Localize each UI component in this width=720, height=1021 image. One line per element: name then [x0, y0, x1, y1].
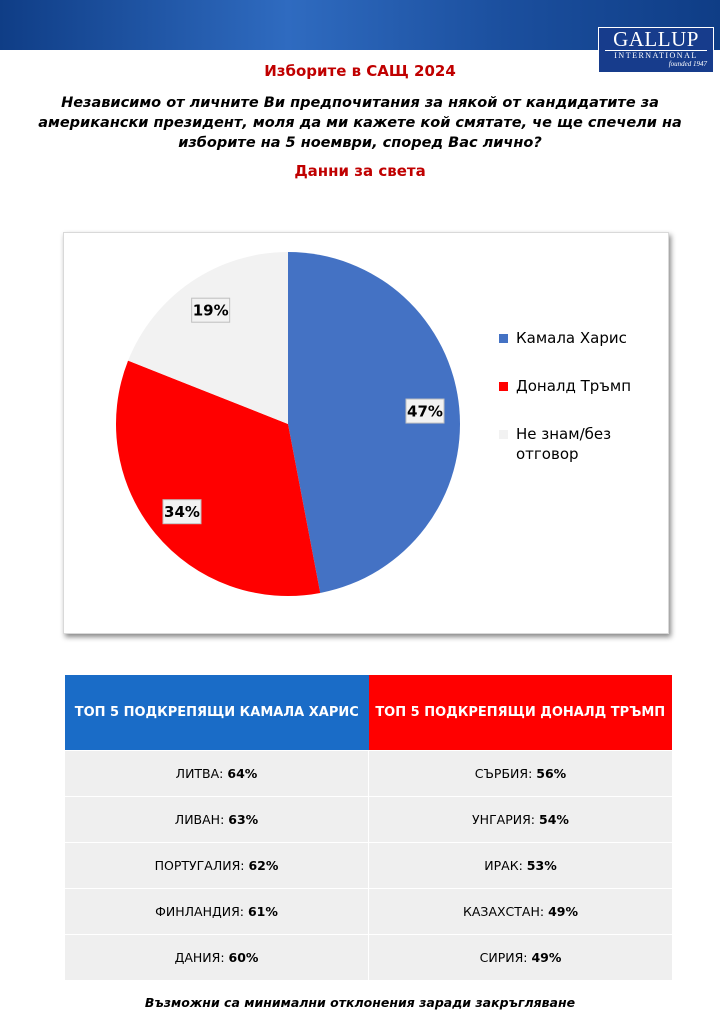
table-row: ПОРТУГАЛИЯ: 62% ИРАК: 53%	[65, 842, 672, 889]
footnote: Възможни са минимални отклонения заради …	[144, 995, 576, 1010]
legend-swatch	[499, 430, 508, 439]
table-cell: ЛИВАН: 63%	[65, 796, 369, 843]
country: ЛИТВА:	[175, 766, 224, 781]
percent: 61%	[247, 904, 278, 919]
percent: 54%	[539, 812, 569, 827]
country: КАЗАХСТАН:	[463, 904, 545, 919]
percent: 60%	[228, 950, 259, 965]
percent: 64%	[227, 766, 258, 781]
question: Независимо от личните Ви предпочитания з…	[38, 95, 682, 151]
legend-entry: Доналд Тръмп	[499, 376, 649, 396]
table-row: ЛИВАН: 63% УНГАРИЯ: 54%	[65, 796, 672, 843]
table-cell: КАЗАХСТАН: 49%	[368, 888, 672, 935]
logo-founded: founded 1947	[668, 60, 707, 68]
label-box	[405, 398, 445, 424]
top-table: ТОП 5 ПОДКРЕПЯЩИ КАМАЛА ХАРИС ТОП 5 ПОДК…	[65, 675, 672, 980]
percent: 49%	[531, 950, 562, 965]
logo-text: GALLUP	[613, 27, 699, 51]
title: Изборите в САЩ 2024	[264, 62, 456, 80]
pie-slice	[288, 252, 460, 593]
chart: 47% 34% 19% Камала Харис Доналд Тръмп Не зна…	[63, 232, 669, 634]
table-cell: ДАНИЯ: 60%	[65, 934, 369, 980]
label-box	[162, 499, 202, 525]
country: СЪРБИЯ:	[474, 766, 533, 781]
subtitle: Данни за света	[294, 162, 426, 180]
table-row: ФИНЛАНДИЯ: 61% КАЗАХСТАН: 49%	[65, 888, 672, 935]
label-box	[191, 297, 231, 323]
percent: 63%	[228, 812, 259, 827]
legend-label: Доналд Тръмп	[516, 377, 632, 395]
table-cell: ЛИТВА: 64%	[65, 750, 369, 797]
table-cell: ПОРТУГАЛИЯ: 62%	[65, 842, 369, 889]
table-header: ТОП 5 ПОДКРЕПЯЩИ КАМАЛА ХАРИС	[65, 675, 369, 751]
pie-slice	[116, 360, 321, 596]
country: ФИНЛАНДИЯ:	[155, 904, 244, 919]
country: ПОРТУГАЛИЯ:	[154, 858, 245, 873]
percent: 56%	[536, 766, 567, 781]
table-row: ДАНИЯ: 60% СИРИЯ: 49%	[65, 934, 672, 980]
country: УНГАРИЯ:	[472, 812, 536, 827]
table-row: ЛИТВА: 64% СЪРБИЯ: 56%	[65, 750, 672, 797]
table-cell: УНГАРИЯ: 54%	[368, 796, 672, 843]
table-cell: ФИНЛАНДИЯ: 61%	[65, 888, 369, 935]
legend-swatch	[499, 334, 508, 343]
legend: Камала Харис Доналд Тръмп Не знам/без отго…	[499, 328, 649, 492]
legend-label: Камала Харис	[516, 329, 627, 347]
table-cell: СИРИЯ: 49%	[368, 934, 672, 980]
table-cell: ИРАК: 53%	[368, 842, 672, 889]
country: ИРАК:	[484, 858, 523, 873]
legend-entry: Не знам/без отговор	[499, 424, 649, 464]
logo: GALLUP INTERNATIONAL founded 1947	[598, 27, 714, 73]
percent: 53%	[526, 858, 557, 873]
legend-swatch	[499, 382, 508, 391]
table-header: ТОП 5 ПОДКРЕПЯЩИ ДОНАЛД ТРЪМП	[368, 675, 672, 751]
country: ЛИВАН:	[174, 812, 225, 827]
data-label: 47%	[407, 403, 443, 421]
logo-sub: INTERNATIONAL	[605, 50, 707, 60]
data-label: 19%	[193, 302, 229, 320]
pie-slice	[128, 252, 288, 424]
legend-entry: Камала Харис	[499, 328, 649, 348]
data-label: 34%	[164, 503, 200, 521]
country: ДАНИЯ:	[174, 950, 225, 965]
country: СИРИЯ:	[479, 950, 528, 965]
legend-label: Не знам/без отговор	[516, 425, 612, 463]
table-cell: СЪРБИЯ: 56%	[368, 750, 672, 797]
pie-svg: 47% 34% 19%	[116, 252, 460, 596]
percent: 62%	[248, 858, 279, 873]
percent: 49%	[548, 904, 578, 919]
